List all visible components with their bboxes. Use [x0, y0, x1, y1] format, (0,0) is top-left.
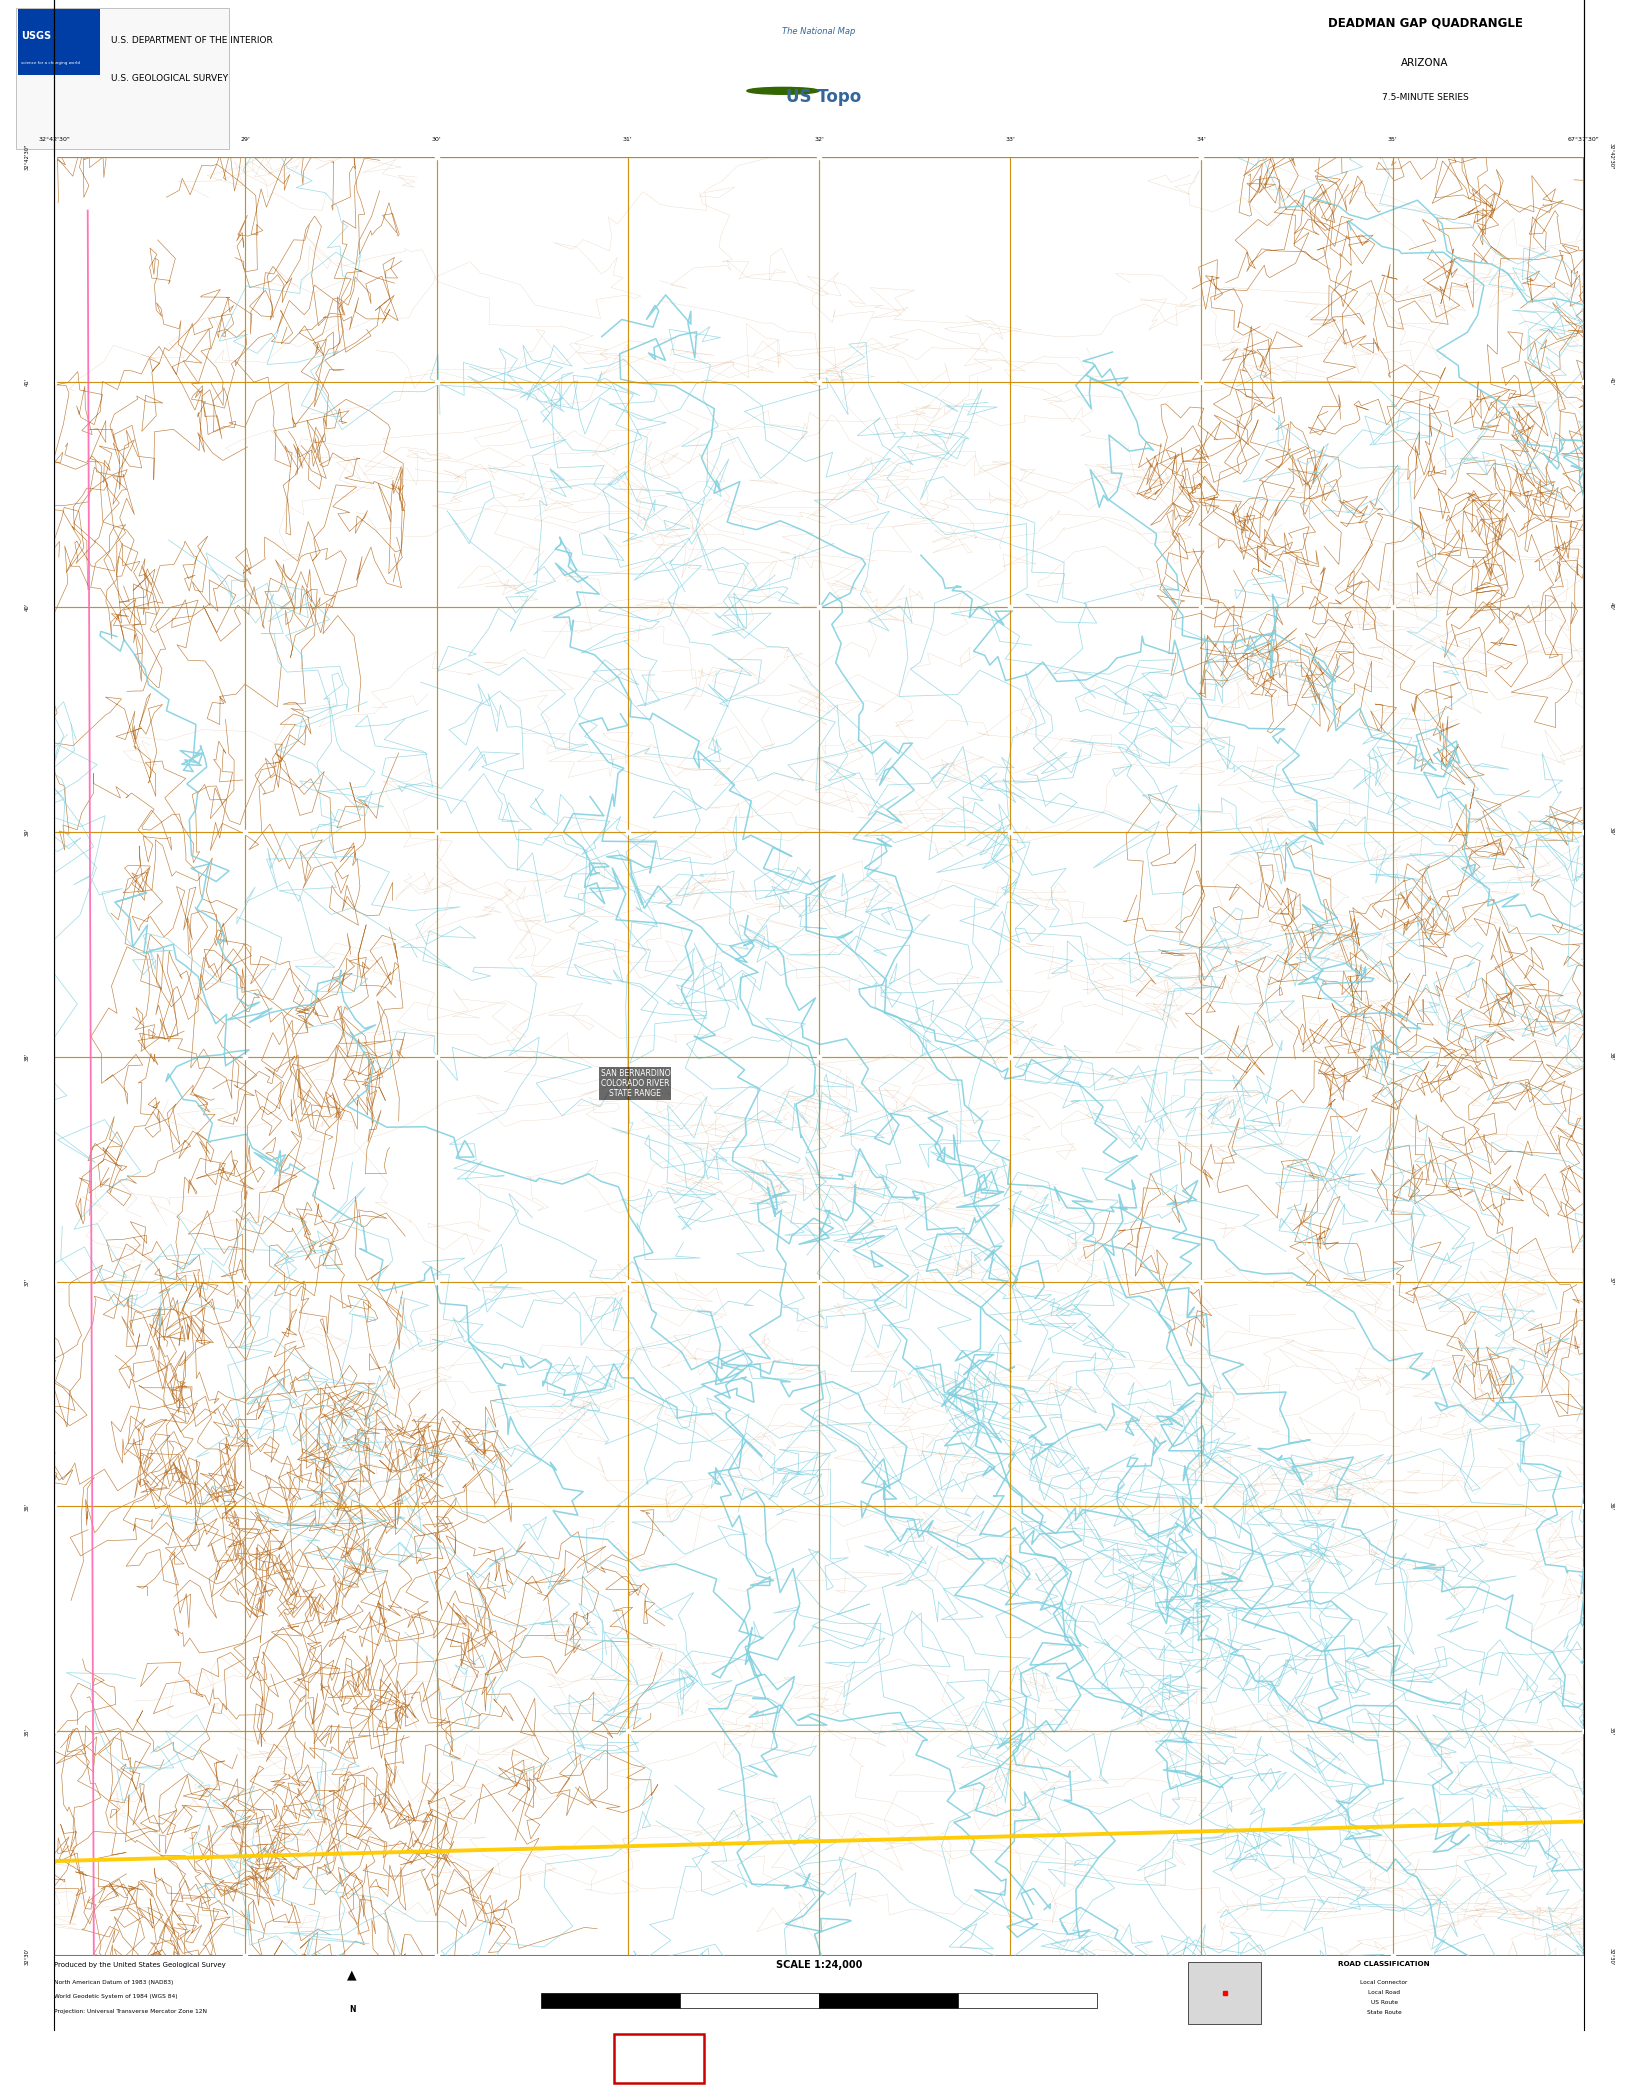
Text: 41': 41' [1609, 378, 1613, 386]
Text: Local Connector: Local Connector [1361, 1979, 1407, 1984]
Text: SCALE 1:24,000: SCALE 1:24,000 [776, 1961, 862, 1971]
Text: 32°30': 32°30' [1609, 1948, 1613, 1965]
Bar [680, 1992, 819, 2009]
Text: ROAD CLASSIFICATION: ROAD CLASSIFICATION [1338, 1961, 1430, 1967]
Text: 41': 41' [25, 378, 29, 386]
Text: 40': 40' [25, 603, 29, 610]
Text: 34': 34' [1196, 138, 1207, 142]
Text: ▲: ▲ [347, 1969, 357, 1982]
Bar [1188, 1963, 1261, 2023]
Text: SAN BERNARDINO
COLORADO RIVER
STATE RANGE: SAN BERNARDINO COLORADO RIVER STATE RANG… [601, 1069, 670, 1098]
Circle shape [747, 88, 819, 94]
Text: US Topo: US Topo [786, 88, 862, 106]
Text: 35': 35' [1387, 138, 1397, 142]
Text: 31': 31' [622, 138, 632, 142]
Text: US Route: US Route [1371, 2000, 1397, 2004]
Text: Produced by the United States Geological Survey: Produced by the United States Geological… [54, 1963, 226, 1969]
Bar [16, 8, 229, 148]
Text: 32°42'30": 32°42'30" [38, 138, 70, 142]
Text: N: N [349, 2004, 355, 2013]
Text: 36': 36' [25, 1503, 29, 1510]
Text: 67°37'30": 67°37'30" [1568, 138, 1600, 142]
Text: 38': 38' [25, 1052, 29, 1061]
Bar [958, 1992, 1097, 2009]
Text: World Geodetic System of 1984 (WGS 84): World Geodetic System of 1984 (WGS 84) [54, 1994, 177, 2000]
Text: U.S. DEPARTMENT OF THE INTERIOR: U.S. DEPARTMENT OF THE INTERIOR [111, 35, 274, 46]
Text: North American Datum of 1983 (NAD83): North American Datum of 1983 (NAD83) [54, 1979, 174, 1986]
Text: 30': 30' [432, 138, 441, 142]
Text: State Route: State Route [1366, 2011, 1402, 2015]
Text: U.S. GEOLOGICAL SURVEY: U.S. GEOLOGICAL SURVEY [111, 73, 229, 84]
Text: 39': 39' [25, 827, 29, 835]
Text: 40': 40' [1609, 603, 1613, 610]
Text: 35': 35' [1609, 1727, 1613, 1735]
Text: 39': 39' [1609, 827, 1613, 835]
Text: 37': 37' [25, 1278, 29, 1286]
Text: DEADMAN GAP QUADRANGLE: DEADMAN GAP QUADRANGLE [1328, 17, 1522, 29]
Text: 33': 33' [1006, 138, 1016, 142]
Text: 32': 32' [814, 138, 824, 142]
Bar [18, 8, 100, 75]
Text: USGS: USGS [21, 31, 51, 42]
Text: 32°30': 32°30' [25, 1948, 29, 1965]
Text: The National Map: The National Map [783, 27, 855, 35]
Bar [541, 1992, 680, 2009]
Text: ARIZONA: ARIZONA [1402, 58, 1448, 67]
Text: 32°42'30": 32°42'30" [25, 144, 29, 169]
Text: science for a changing world: science for a changing world [21, 61, 80, 65]
Text: 7.5-MINUTE SERIES: 7.5-MINUTE SERIES [1382, 92, 1468, 102]
Text: 37': 37' [1609, 1278, 1613, 1286]
Text: Projection: Universal Transverse Mercator Zone 12N: Projection: Universal Transverse Mercato… [54, 2009, 206, 2015]
Text: Local Road: Local Road [1368, 1990, 1400, 1994]
Bar [819, 1992, 958, 2009]
Text: 36': 36' [1609, 1503, 1613, 1510]
Text: 32°42'30": 32°42'30" [1609, 144, 1613, 169]
Text: 35': 35' [25, 1727, 29, 1735]
Text: 29': 29' [241, 138, 251, 142]
Bar [614, 2034, 704, 2084]
Text: 38': 38' [1609, 1052, 1613, 1061]
